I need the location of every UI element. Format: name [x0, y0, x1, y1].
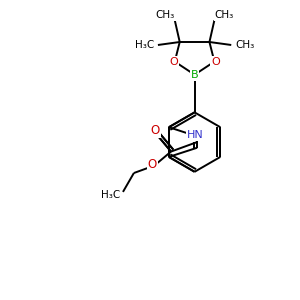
Text: B: B	[191, 70, 198, 80]
Text: CH₃: CH₃	[155, 10, 175, 20]
Text: H₃C: H₃C	[135, 40, 154, 50]
Text: O: O	[169, 57, 178, 67]
Text: CH₃: CH₃	[214, 10, 234, 20]
Text: O: O	[211, 57, 220, 67]
Text: O: O	[148, 158, 157, 171]
Text: CH₃: CH₃	[235, 40, 254, 50]
Text: H₃C: H₃C	[101, 190, 120, 200]
Text: O: O	[150, 124, 160, 137]
Text: HN: HN	[187, 130, 203, 140]
